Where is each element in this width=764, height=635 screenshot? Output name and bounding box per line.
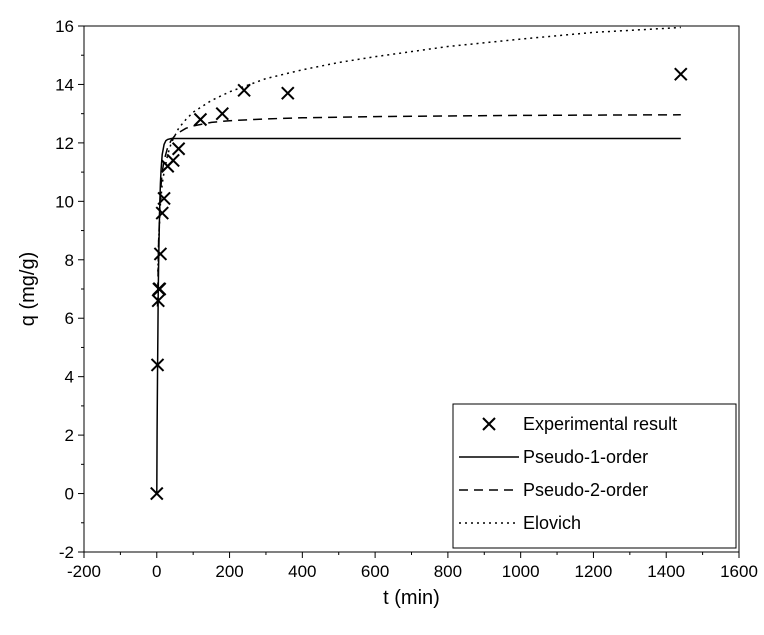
y-tick-label: 12: [55, 134, 74, 153]
x-tick-label: 1000: [502, 562, 540, 581]
legend-label: Pseudo-2-order: [523, 480, 648, 500]
data-point: [153, 247, 168, 261]
y-tick-label: 8: [65, 251, 74, 270]
data-point: [152, 282, 167, 296]
plot-area: [150, 26, 688, 501]
series-line-3: [157, 26, 681, 272]
data-point: [171, 142, 186, 156]
legend-label: Elovich: [523, 513, 581, 533]
data-point: [150, 486, 164, 501]
x-tick-label: 200: [215, 562, 243, 581]
y-tick-label: 10: [55, 192, 74, 211]
legend-label: Experimental result: [523, 414, 677, 434]
data-point: [157, 191, 171, 206]
x-tick-label: 800: [434, 562, 462, 581]
y-tick-label: 4: [65, 368, 74, 387]
x-tick-label: 0: [152, 562, 161, 581]
x-tick-label: 1600: [720, 562, 758, 581]
y-axis-title: q (mg/g): [17, 252, 39, 326]
data-point: [155, 206, 169, 220]
data-point: [150, 358, 165, 372]
data-point: [237, 83, 251, 97]
y-tick-label: 0: [65, 485, 74, 504]
legend-box: [452, 403, 737, 549]
legend-entry: Pseudo-1-order: [459, 447, 648, 467]
legend-marker: [482, 417, 496, 431]
x-tick-label: 400: [288, 562, 316, 581]
x-tick-label: 1400: [647, 562, 685, 581]
legend: Experimental result Pseudo-1-order Pseudo-…: [452, 403, 737, 549]
legend-entry: Pseudo-2-order: [459, 480, 648, 500]
y-tick-label: 2: [65, 426, 74, 445]
x-tick-label: -200: [67, 562, 101, 581]
ticks: -200 0 200 400 600 800 1000 1200 1400 1600 -2 0 2 4 6 8…: [55, 17, 758, 581]
data-point: [151, 293, 165, 308]
legend-label: Pseudo-1-order: [523, 447, 648, 467]
y-tick-label: 6: [65, 309, 74, 328]
x-axis-title: t (min): [383, 587, 440, 609]
data-point: [281, 86, 295, 100]
legend-entry: Elovich: [459, 513, 581, 533]
y-tick-label: -2: [59, 543, 74, 562]
series-line-2: [156, 114, 681, 307]
data-point: [674, 67, 688, 81]
x-tick-label: 600: [361, 562, 389, 581]
series-line-1: [156, 137, 681, 494]
y-tick-label: 14: [55, 75, 74, 94]
x-tick-label: 1200: [575, 562, 613, 581]
y-tick-label: 16: [55, 17, 74, 36]
data-point: [193, 112, 208, 127]
legend-entry: Experimental result: [482, 414, 677, 434]
data-point: [215, 106, 229, 121]
data-point: [166, 153, 180, 168]
